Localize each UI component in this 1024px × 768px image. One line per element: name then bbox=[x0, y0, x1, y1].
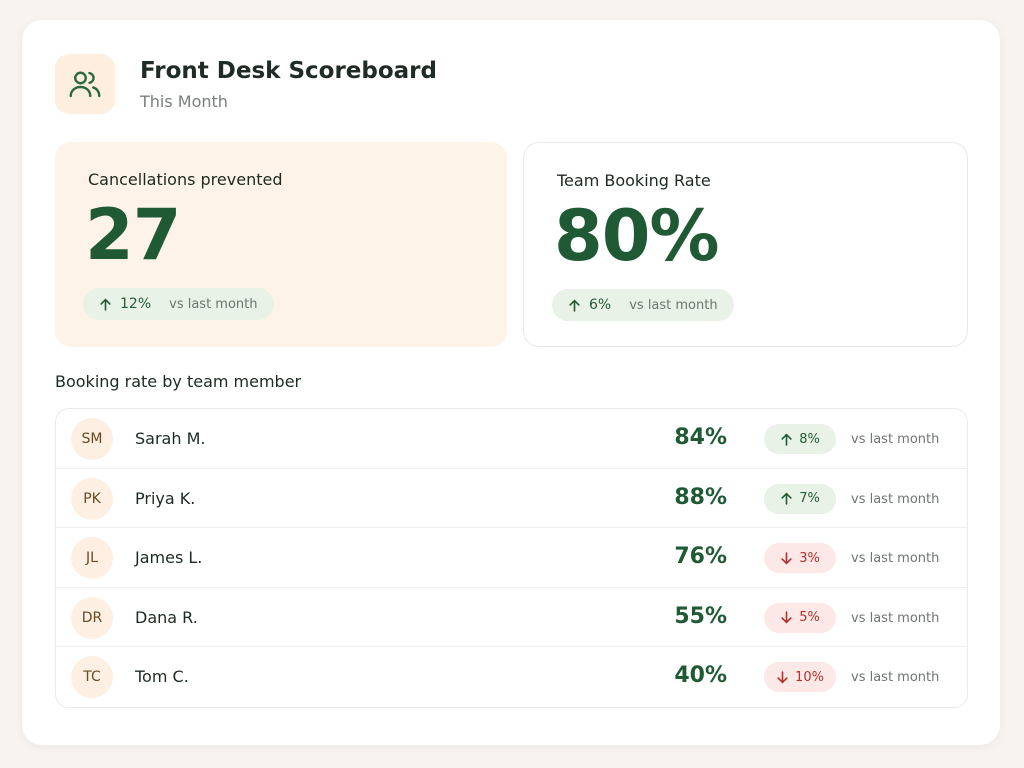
change-value: 7% bbox=[799, 491, 820, 506]
comparison-label: vs last month bbox=[851, 551, 940, 566]
trend-arrow bbox=[777, 670, 788, 684]
kpi-card: Team Booking Rate 80% 6% vs last month bbox=[523, 142, 968, 347]
member-name: Dana R. bbox=[135, 607, 198, 627]
kpi-label: Cancellations prevented bbox=[88, 170, 283, 189]
change-pill: 3% bbox=[764, 543, 836, 573]
scoreboard-card: Front Desk Scoreboard This Month Cancell… bbox=[22, 20, 1000, 745]
change-value: 5% bbox=[799, 610, 820, 625]
change-value: 12% bbox=[120, 296, 152, 312]
change-value: 6% bbox=[589, 297, 612, 313]
trend-arrow bbox=[569, 298, 580, 312]
change-value: 10% bbox=[795, 669, 824, 685]
trend-arrow bbox=[781, 611, 792, 624]
member-name: Tom C. bbox=[135, 667, 189, 686]
booking-rate: 55% bbox=[674, 603, 727, 629]
comparison-label: vs last month bbox=[169, 296, 258, 312]
member-name: Sarah M. bbox=[135, 429, 206, 448]
change-pill: 10% bbox=[764, 662, 836, 692]
team-row: TC Tom C. 40% 10% vs last month bbox=[56, 647, 967, 707]
kpi-card: Cancellations prevented 27 12% vs last mont… bbox=[55, 142, 507, 347]
avatar: PK bbox=[71, 477, 113, 520]
change-value: 8% bbox=[799, 431, 820, 447]
avatar: TC bbox=[71, 656, 113, 698]
team-icon bbox=[55, 54, 115, 114]
kpi-value: 80% bbox=[554, 195, 720, 277]
booking-rate: 40% bbox=[674, 663, 727, 688]
trend-arrow bbox=[100, 297, 111, 311]
booking-rate: 84% bbox=[674, 425, 727, 450]
kpi-value: 27 bbox=[85, 194, 181, 276]
comparison-label: vs last month bbox=[851, 670, 940, 685]
change-pill: 7% bbox=[764, 483, 836, 514]
comparison-label: vs last month bbox=[851, 432, 940, 447]
team-list: SM Sarah M. 84% 8% vs last month PK Priya K. 88… bbox=[55, 408, 968, 708]
comparison-label: vs last month bbox=[851, 610, 940, 626]
member-name: James L. bbox=[135, 548, 203, 567]
comparison-label: vs last month bbox=[629, 297, 718, 313]
change-pill: 5% bbox=[764, 602, 836, 633]
trend-arrow bbox=[781, 551, 792, 565]
trend-arrow bbox=[781, 492, 792, 505]
member-name: Priya K. bbox=[135, 488, 196, 508]
avatar: SM bbox=[71, 418, 113, 460]
subtitle: This Month bbox=[140, 92, 228, 111]
title: Front Desk Scoreboard bbox=[140, 58, 437, 84]
change-pill: 12% vs last month bbox=[83, 288, 274, 320]
trend-arrow bbox=[781, 432, 792, 446]
change-value: 3% bbox=[799, 550, 820, 566]
booking-rate: 76% bbox=[674, 544, 727, 569]
comparison-label: vs last month bbox=[851, 491, 940, 507]
avatar: JL bbox=[71, 537, 113, 579]
change-pill: 6% vs last month bbox=[552, 289, 734, 321]
team-row: SM Sarah M. 84% 8% vs last month bbox=[56, 409, 967, 469]
kpi-label: Team Booking Rate bbox=[557, 171, 711, 190]
avatar: DR bbox=[71, 596, 113, 639]
team-icon-glyph bbox=[69, 71, 101, 98]
team-row: PK Priya K. 88% 7% vs last month bbox=[56, 469, 967, 528]
booking-rate: 88% bbox=[674, 484, 727, 510]
team-row: JL James L. 76% 3% vs last month bbox=[56, 528, 967, 588]
section-heading: Booking rate by team member bbox=[55, 372, 302, 391]
change-pill: 8% bbox=[764, 424, 836, 454]
team-row: DR Dana R. 55% 5% vs last month bbox=[56, 588, 967, 647]
